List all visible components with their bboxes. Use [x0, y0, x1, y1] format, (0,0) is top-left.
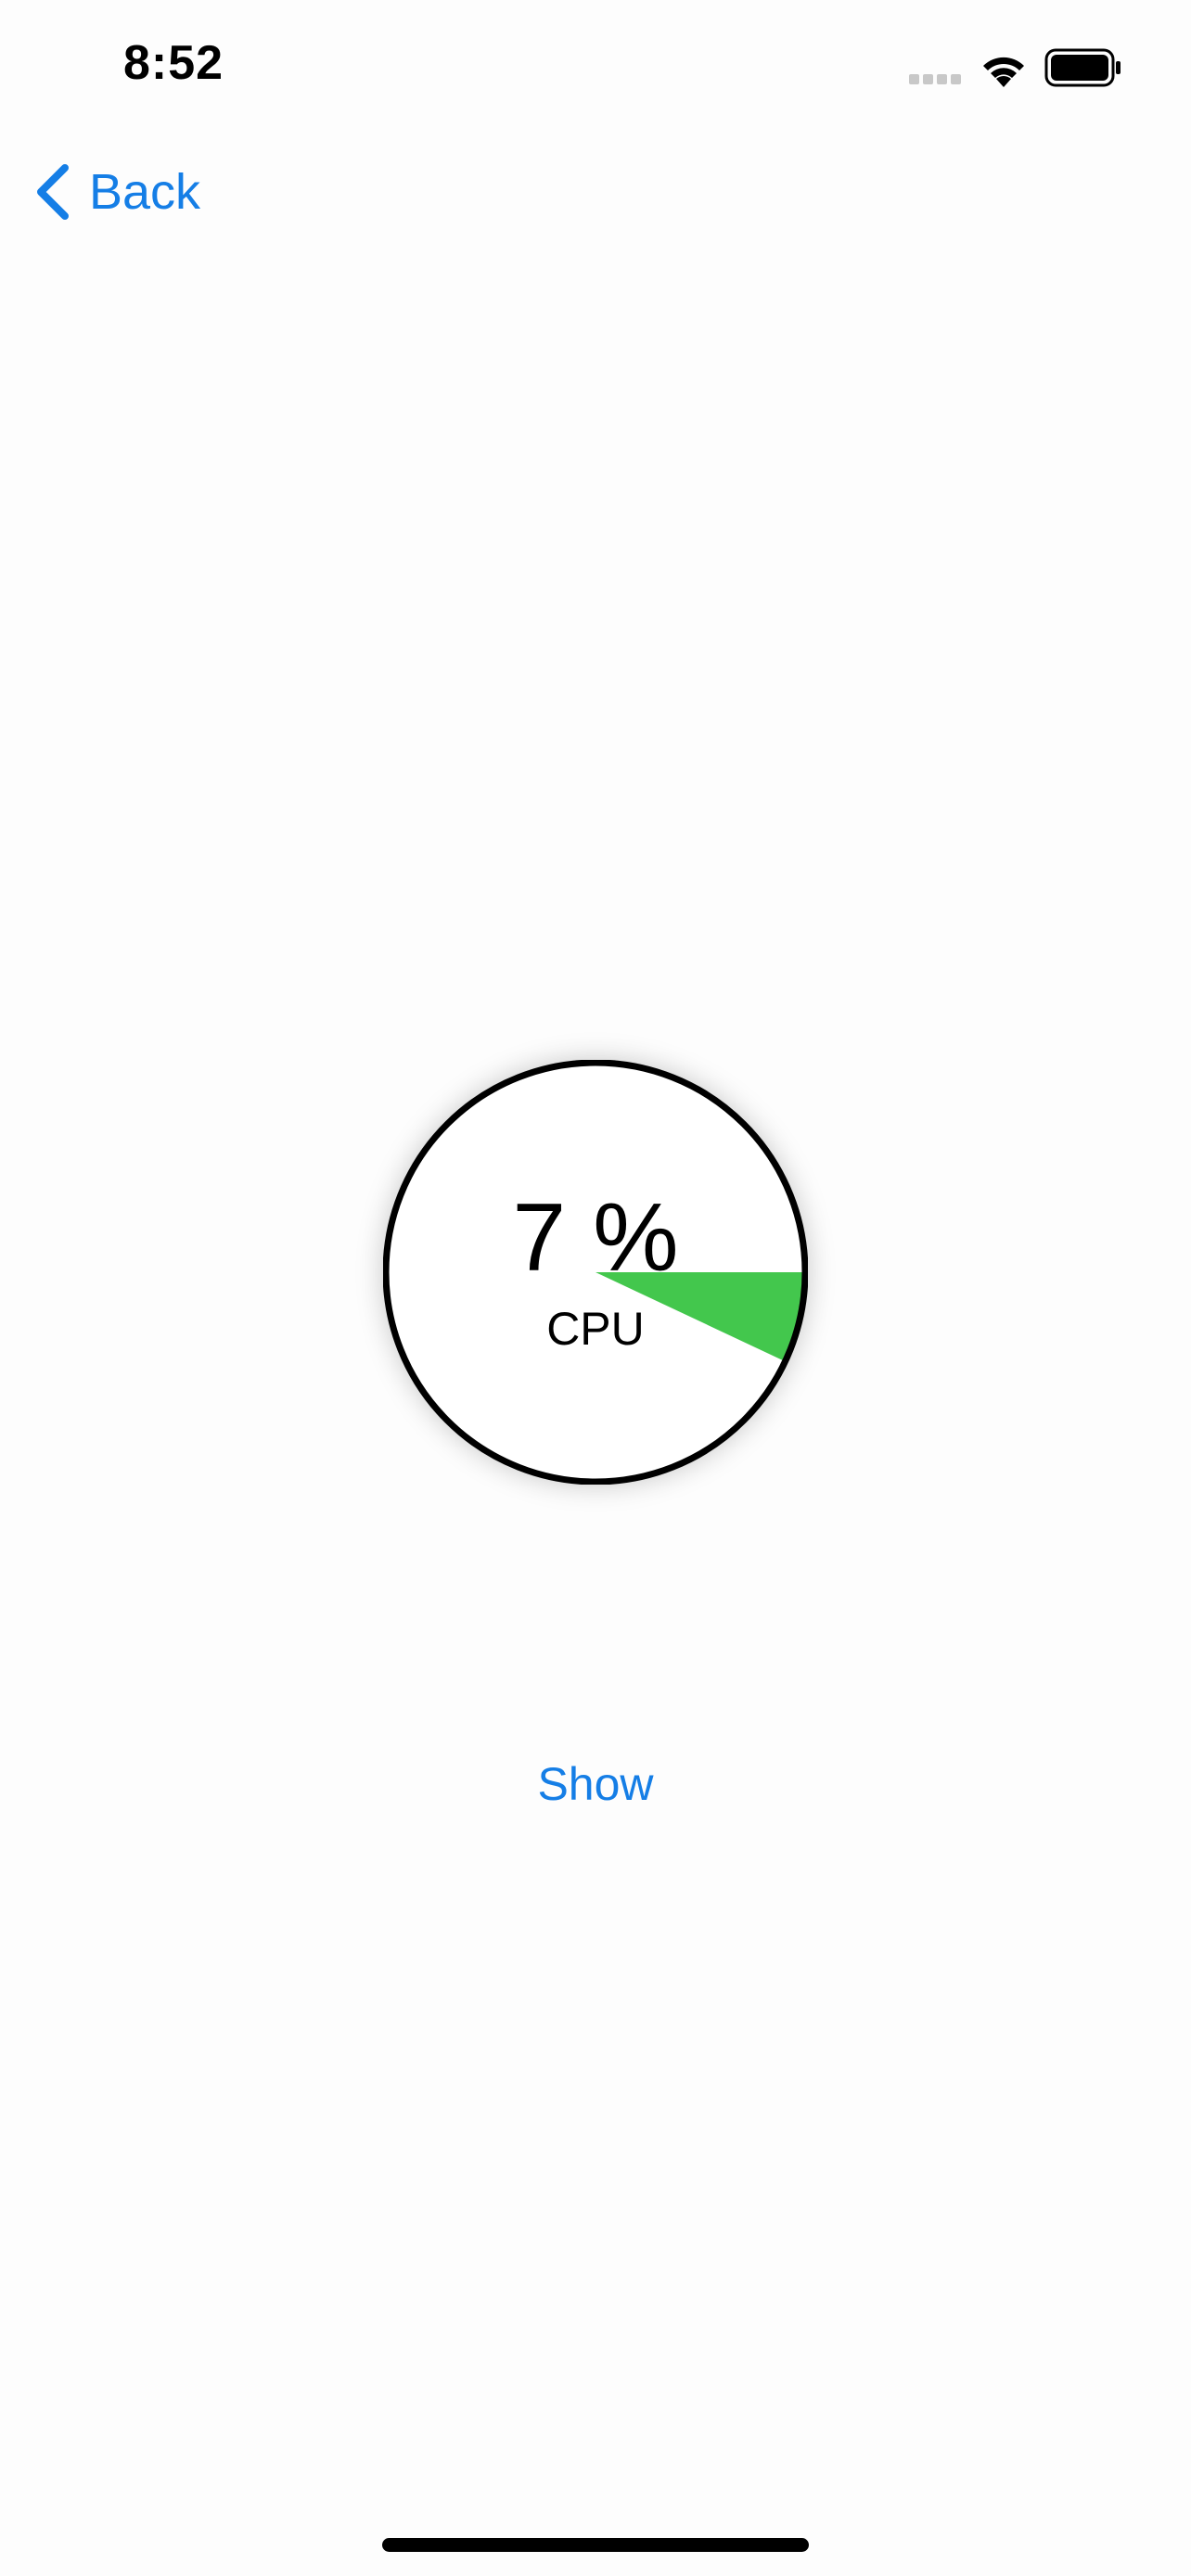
back-label: Back	[89, 164, 201, 220]
wifi-icon	[983, 57, 1024, 87]
cpu-usage-wedge	[596, 1272, 803, 1361]
cellular-signal-icon	[909, 72, 965, 89]
cpu-gauge-graphic	[383, 1060, 808, 1485]
back-button[interactable]: Back	[32, 159, 200, 224]
home-indicator[interactable]	[382, 2538, 809, 2552]
cpu-percent-value: 7 %	[512, 1184, 679, 1292]
cpu-gauge: 7 % CPU	[383, 1060, 808, 1485]
cpu-label: CPU	[546, 1303, 645, 1355]
status-time: 8:52	[123, 36, 224, 90]
gauge-ring	[383, 1060, 808, 1485]
show-button[interactable]: Show	[537, 1758, 654, 1810]
battery-icon	[1044, 48, 1121, 87]
chevron-left-icon	[37, 164, 69, 220]
